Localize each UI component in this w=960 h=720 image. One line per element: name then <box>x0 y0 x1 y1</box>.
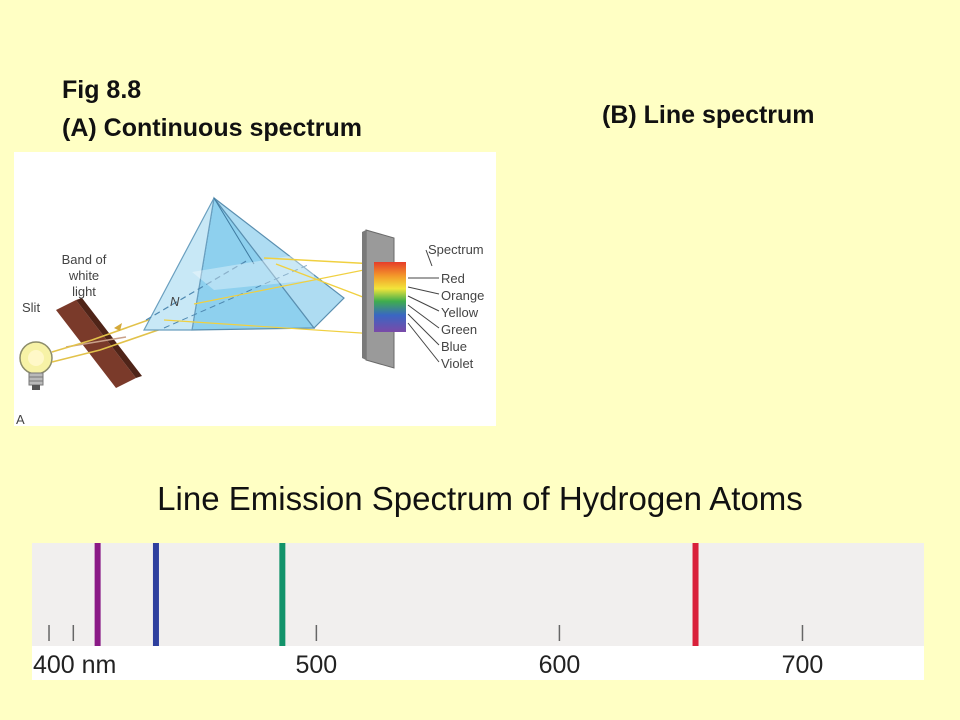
emission-line-656 <box>692 543 699 646</box>
color-label-violet: Violet <box>441 356 474 371</box>
normal-label: N <box>170 294 180 309</box>
rainbow-band <box>374 262 406 332</box>
color-label-yellow: Yellow <box>441 305 479 320</box>
figure-number: Fig 8.8 <box>62 76 142 104</box>
white-light-beam <box>51 317 165 363</box>
spectrum-strip: 400 nm 500 600 700 <box>32 543 924 679</box>
color-arrows <box>407 249 440 363</box>
light-bulb-icon <box>19 341 53 390</box>
slit-label: Slit <box>22 300 40 315</box>
band-label-line-3: light <box>72 284 96 299</box>
color-label-green: Green <box>441 322 477 337</box>
hydrogen-line-spectrum: 400 nm 500 600 700 <box>32 543 924 680</box>
line-spectrum-label: (B) Line spectrum <box>602 101 815 129</box>
prism-diagram: Band of white light Slit N A Spectrum Re… <box>14 152 496 427</box>
band-label-line-1: Band of <box>62 252 107 267</box>
continuous-spectrum-label: (A) Continuous spectrum <box>62 114 362 142</box>
emission-line-410 <box>94 543 101 646</box>
prism <box>143 196 345 331</box>
band-label-line-2: white <box>68 268 99 283</box>
screen <box>362 229 406 369</box>
dispersed-rays <box>163 257 395 335</box>
hydrogen-spectrum-title: Line Emission Spectrum of Hydrogen Atoms <box>157 480 803 517</box>
color-label-orange: Orange <box>441 288 484 303</box>
color-label-red: Red <box>441 271 465 286</box>
spectrum-background <box>32 543 924 646</box>
axis-label-600: 600 <box>539 651 581 679</box>
slit-plate <box>56 298 142 388</box>
spectrum-label: Spectrum <box>428 242 484 257</box>
axis-label-500: 500 <box>296 651 338 679</box>
emission-line-486 <box>279 543 286 646</box>
axis-label-700: 700 <box>782 651 824 679</box>
emission-line-434 <box>152 543 159 646</box>
corner-label: A <box>16 412 25 426</box>
axis-label-400: 400 nm <box>33 651 116 679</box>
color-label-blue: Blue <box>441 339 467 354</box>
prism-illustration: Band of white light Slit N A Spectrum Re… <box>16 196 484 427</box>
